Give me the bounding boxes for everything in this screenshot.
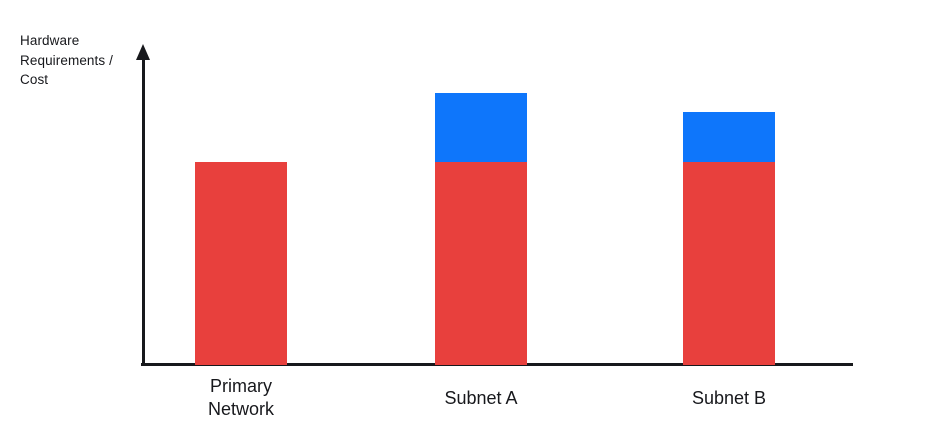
bar-primary-network-red-base-segment [195, 161, 287, 365]
bar-subnet-b-blue-top-segment [683, 112, 775, 162]
bar-subnet-b-red-base-segment [683, 161, 775, 365]
y-axis-label: Hardware Requirements / Cost [20, 33, 113, 87]
category-label-primary-network: Primary Network [207, 376, 274, 419]
category-label-subnet-a: Subnet A [444, 387, 518, 408]
bar-subnet-a-red-base-segment [435, 161, 527, 365]
y-axis [142, 56, 145, 365]
bar-subnet-a-blue-top-segment [435, 93, 527, 162]
category-label-subnet-b: Subnet B [691, 387, 767, 408]
y-axis-arrowhead-icon [136, 44, 150, 60]
